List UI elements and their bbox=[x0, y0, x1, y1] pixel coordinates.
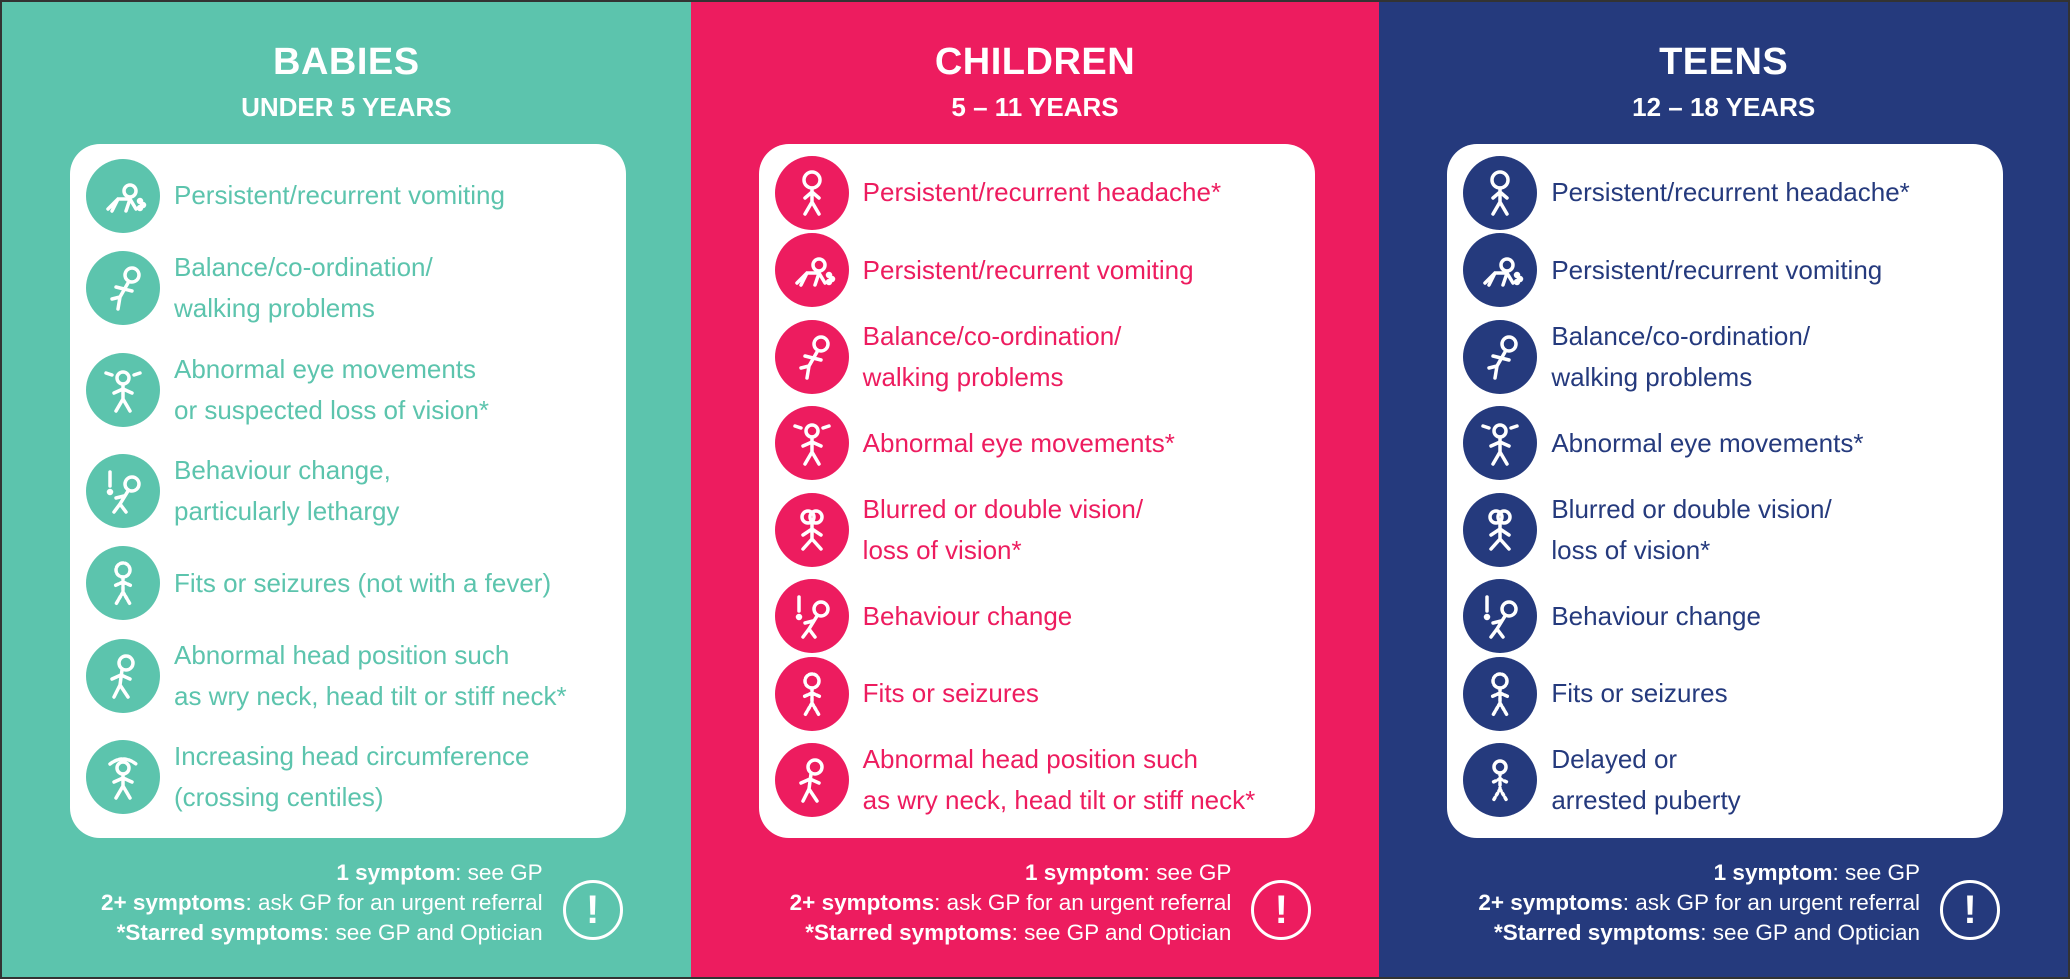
column-title: CHILDREN bbox=[934, 41, 1136, 83]
column-title: TEENS bbox=[1659, 41, 1789, 83]
symptom-text: Fits or seizures (not with a fever) bbox=[174, 567, 552, 598]
exclamation-icon: ! bbox=[1251, 880, 1312, 940]
exclamation-icon: ! bbox=[562, 880, 623, 940]
symptom-item: Abnormal eye movements* bbox=[774, 405, 1295, 483]
footer-line-star: *Starred symptoms: see GP and Optician bbox=[1493, 920, 1921, 945]
symptom-text: Persistent/recurrent vomiting bbox=[174, 180, 505, 211]
footer-line-star: *Starred symptoms: see GP and Optician bbox=[116, 920, 543, 945]
footer-line-star: *Starred symptoms: see GP and Optician bbox=[805, 920, 1232, 945]
symptom-text: Delayed or arrested puberty bbox=[1551, 744, 1741, 816]
symptom-text: Behaviour change bbox=[1551, 600, 1761, 631]
symptom-text: Blurred or double vision/ loss of vision… bbox=[862, 493, 1144, 565]
walking-icon bbox=[774, 319, 849, 394]
exclamation-icon: ! bbox=[1940, 880, 2001, 940]
footer-line-one: 1 symptom: see GP bbox=[1713, 860, 1921, 885]
puberty-icon bbox=[1463, 743, 1538, 818]
footer-line-two: 2+ symptoms: ask GP for an urgent referr… bbox=[789, 890, 1232, 915]
symptom-card: Persistent/recurrent vomiting Balance/co-… bbox=[70, 144, 626, 838]
footer-line-one: 1 symptom: see GP bbox=[1025, 860, 1232, 885]
symptom-text: Behaviour change bbox=[862, 600, 1073, 631]
head-circumference-icon bbox=[86, 740, 160, 815]
symptom-text: Balance/co-ordination/ walking problems bbox=[862, 320, 1122, 392]
column-babies: BABIES UNDER 5 YEARS Persistent/recurren… bbox=[2, 2, 691, 977]
symptom-item: Persistent/recurrent vomiting bbox=[1463, 232, 1983, 310]
vomiting-icon bbox=[86, 158, 160, 233]
eye-movement-icon bbox=[1463, 406, 1538, 481]
symptom-item: Behaviour change bbox=[1463, 578, 1983, 656]
symptom-text: Blurred or double vision/ loss of vision… bbox=[1551, 493, 1832, 565]
column-subtitle: 5 – 11 YEARS bbox=[951, 92, 1119, 122]
symptom-text: Persistent/recurrent vomiting bbox=[862, 254, 1194, 285]
column-header: TEENS 12 – 18 YEARS bbox=[1379, 2, 2068, 122]
symptom-text: Abnormal eye movements or suspected loss… bbox=[174, 353, 490, 425]
column-children: CHILDREN 5 – 11 YEARS Persistent/recurre… bbox=[690, 2, 1380, 977]
symptom-item: Persistent/recurrent headache* bbox=[774, 154, 1295, 232]
symptom-item: Fits or seizures (not with a fever) bbox=[86, 542, 606, 625]
behaviour-icon bbox=[774, 579, 849, 654]
footer-line-two: 2+ symptoms: ask GP for an urgent referr… bbox=[101, 890, 543, 915]
symptom-text: Abnormal head position such as wry neck,… bbox=[862, 744, 1256, 816]
symptom-item: Delayed or arrested puberty bbox=[1463, 733, 1983, 829]
symptom-item: Blurred or double vision/ loss of vision… bbox=[774, 482, 1295, 578]
column-subtitle: 12 – 18 YEARS bbox=[1632, 92, 1816, 122]
symptom-item: Abnormal head position such as wry neck,… bbox=[774, 733, 1295, 829]
symptom-text: Balance/co-ordination/ walking problems bbox=[174, 252, 433, 324]
symptom-item: Balance/co-ordination/ walking problems bbox=[86, 237, 606, 338]
symptom-item: Persistent/recurrent vomiting bbox=[86, 154, 606, 237]
symptom-item: Abnormal eye movements* bbox=[1463, 405, 1983, 483]
behaviour-icon bbox=[86, 453, 160, 528]
column-title: BABIES bbox=[273, 41, 420, 83]
symptom-text: Abnormal eye movements* bbox=[1551, 427, 1864, 458]
symptom-item: Abnormal eye movements or suspected loss… bbox=[86, 339, 606, 440]
seizure-icon bbox=[1463, 656, 1538, 731]
column-teens: TEENS 12 – 18 YEARS Persistent/recurrent… bbox=[1379, 2, 2069, 977]
headache-icon bbox=[774, 155, 849, 230]
symptom-item: Increasing head circumference (crossing … bbox=[86, 727, 606, 828]
symptom-item: Behaviour change, particularly lethargy bbox=[86, 440, 606, 541]
symptom-card: Persistent/recurrent headache* Persistent… bbox=[758, 144, 1315, 838]
symptom-text: Abnormal eye movements* bbox=[862, 427, 1175, 458]
walking-icon bbox=[86, 251, 160, 326]
symptom-text: Fits or seizures bbox=[1551, 678, 1728, 709]
symptom-item: Blurred or double vision/ loss of vision… bbox=[1463, 482, 1983, 578]
behaviour-icon bbox=[1463, 579, 1538, 654]
seizure-icon bbox=[774, 656, 849, 731]
symptom-item: Fits or seizures bbox=[774, 655, 1295, 733]
footer-line-two: 2+ symptoms: ask GP for an urgent referr… bbox=[1478, 890, 1921, 915]
eye-movement-icon bbox=[774, 406, 849, 481]
symptom-text: Persistent/recurrent headache* bbox=[862, 177, 1222, 208]
walking-icon bbox=[1463, 319, 1538, 394]
symptom-item: Balance/co-ordination/ walking problems bbox=[774, 309, 1295, 405]
symptom-card: Persistent/recurrent headache* Persistent… bbox=[1447, 144, 2004, 838]
head-position-icon bbox=[774, 743, 849, 818]
footer-line-one: 1 symptom: see GP bbox=[336, 860, 543, 885]
symptom-text: Increasing head circumference (crossing … bbox=[174, 741, 530, 813]
symptom-item: Persistent/recurrent vomiting bbox=[774, 232, 1295, 310]
double-vision-icon bbox=[774, 492, 849, 567]
symptom-item: Abnormal head position such as wry neck,… bbox=[86, 625, 606, 726]
symptom-text: Fits or seizures bbox=[862, 678, 1039, 709]
vomiting-icon bbox=[774, 233, 849, 308]
symptom-item: Persistent/recurrent headache* bbox=[1463, 154, 1983, 232]
symptom-text: Behaviour change, particularly lethargy bbox=[174, 454, 400, 526]
symptom-text: Balance/co-ordination/ walking problems bbox=[1551, 320, 1811, 392]
eye-movement-icon bbox=[86, 352, 160, 427]
headache-icon bbox=[1463, 155, 1538, 230]
symptom-text: Abnormal head position such as wry neck,… bbox=[174, 639, 567, 711]
symptom-text: Persistent/recurrent vomiting bbox=[1551, 254, 1883, 285]
column-header: BABIES UNDER 5 YEARS bbox=[2, 2, 691, 122]
head-position-icon bbox=[86, 638, 160, 713]
symptom-item: Behaviour change bbox=[774, 578, 1295, 656]
vomiting-icon bbox=[1463, 233, 1538, 308]
symptom-item: Balance/co-ordination/ walking problems bbox=[1463, 309, 1983, 405]
seizure-icon bbox=[86, 546, 160, 621]
symptom-item: Fits or seizures bbox=[1463, 655, 1983, 733]
symptom-text: Persistent/recurrent headache* bbox=[1551, 177, 1910, 208]
column-subtitle: UNDER 5 YEARS bbox=[241, 92, 452, 122]
double-vision-icon bbox=[1463, 492, 1538, 567]
column-header: CHILDREN 5 – 11 YEARS bbox=[691, 2, 1380, 122]
